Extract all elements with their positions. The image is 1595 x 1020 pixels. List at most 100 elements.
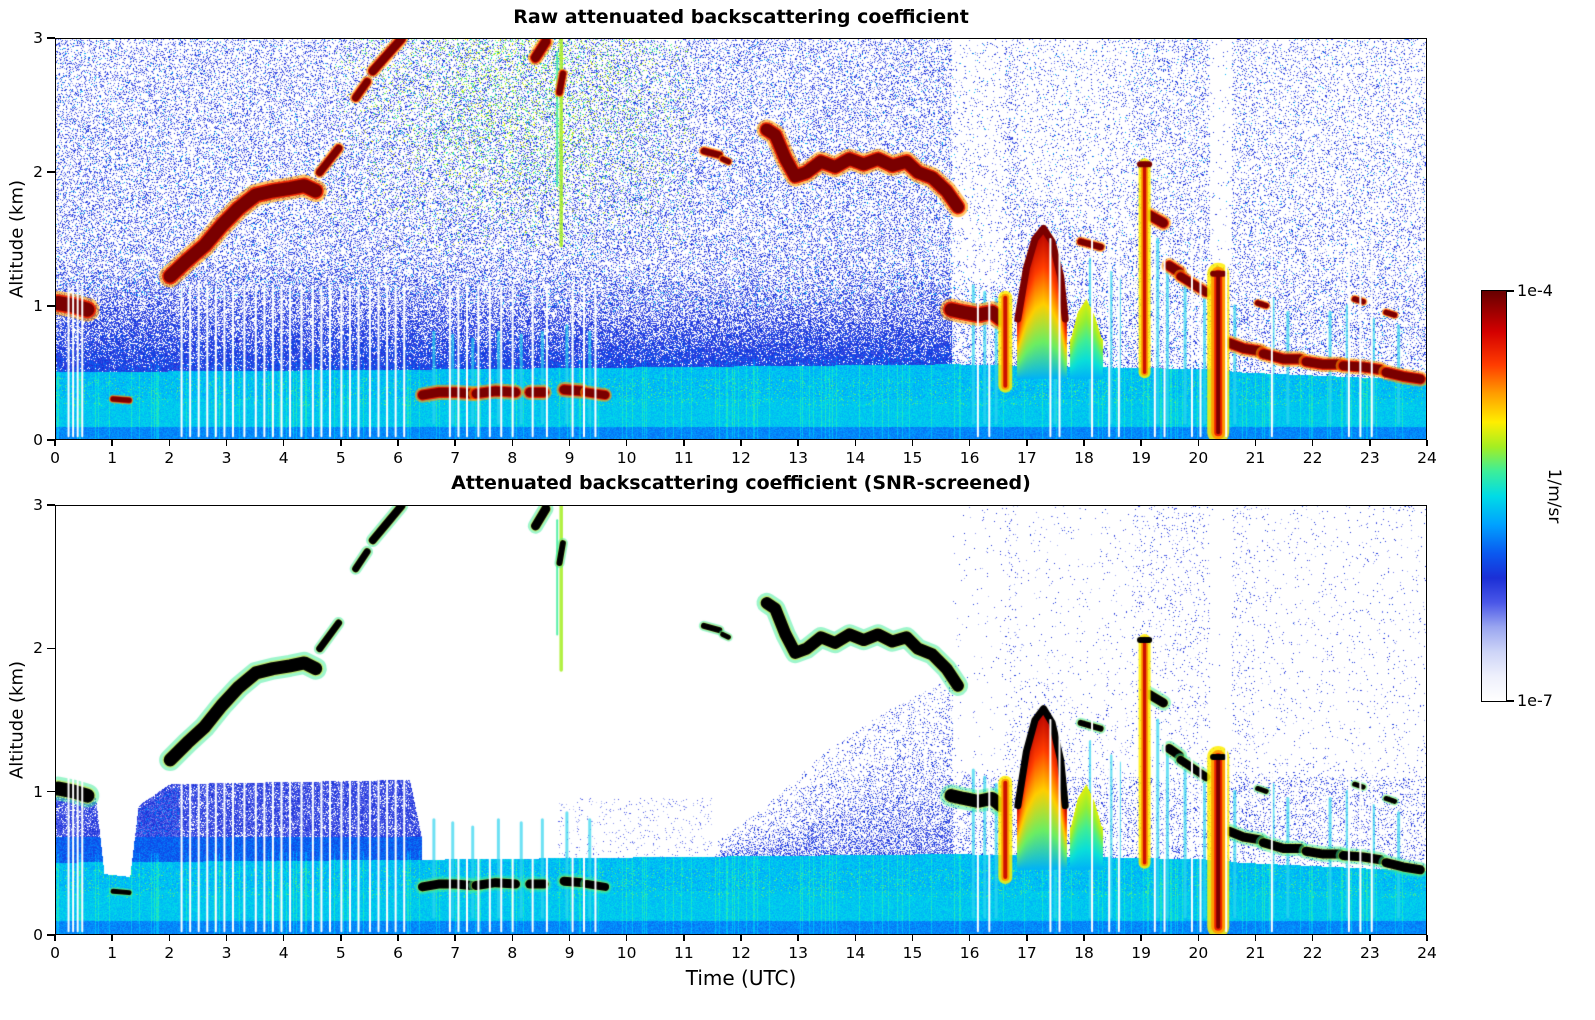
x-tick-label: 20 <box>1188 449 1209 467</box>
colorbar-tick-top <box>1507 290 1514 292</box>
y-tick <box>47 934 55 936</box>
y-tick <box>47 37 55 39</box>
y-tick-label: 2 <box>33 163 43 181</box>
x-tick-label: 4 <box>278 449 289 467</box>
x-tick <box>683 440 685 446</box>
x-tick <box>1254 440 1257 446</box>
x-tick <box>168 440 171 446</box>
y-tick <box>47 790 55 793</box>
x-tick <box>454 935 456 941</box>
x-tick-label: 20 <box>1188 944 1209 962</box>
colorbar-tick-bottom <box>1507 700 1514 702</box>
panel-screened-canvas <box>56 506 1426 934</box>
x-tick-label: 23 <box>1359 449 1380 467</box>
x-tick-label: 6 <box>393 944 403 962</box>
x-tick-label: 2 <box>164 944 175 962</box>
y-tick-label: 1 <box>33 297 43 315</box>
x-tick-label: 5 <box>335 944 346 962</box>
x-tick-label: 11 <box>673 944 694 962</box>
x-tick <box>797 440 799 446</box>
x-tick-label: 7 <box>450 944 461 962</box>
y-tick <box>47 171 55 173</box>
x-tick <box>1369 935 1371 941</box>
x-tick <box>1026 440 1028 446</box>
x-tick <box>111 440 113 446</box>
x-tick <box>625 440 628 446</box>
x-tick-label: 12 <box>731 944 751 962</box>
x-tick <box>740 440 742 446</box>
panel-screened-title: Attenuated backscattering coefficient (S… <box>451 472 1031 494</box>
x-tick <box>968 935 971 941</box>
y-tick <box>47 305 55 307</box>
colorbar-max-label: 1e-4 <box>1517 281 1553 300</box>
x-tick <box>282 935 285 941</box>
y-tick-label: 2 <box>33 639 43 658</box>
x-tick <box>111 935 113 941</box>
x-tick-label: 9 <box>564 944 575 962</box>
x-tick <box>1140 440 1142 446</box>
y-tick <box>47 439 55 441</box>
x-tick <box>54 440 56 446</box>
x-tick <box>1083 440 1085 446</box>
x-tick <box>740 935 742 941</box>
x-tick <box>1311 935 1314 941</box>
x-tick <box>1083 935 1085 941</box>
x-tick <box>1254 935 1257 941</box>
y-tick-label: 0 <box>33 926 43 944</box>
x-tick-label: 15 <box>902 449 923 467</box>
colorbar-min-label: 1e-7 <box>1517 691 1553 710</box>
x-tick-label: 3 <box>221 944 232 962</box>
x-tick-label: 15 <box>902 944 923 962</box>
x-tick-label: 19 <box>1131 449 1152 467</box>
x-tick <box>225 935 228 941</box>
x-tick <box>797 935 799 941</box>
x-tick <box>168 935 171 941</box>
x-tick-label: 3 <box>221 449 232 467</box>
x-tick-label: 14 <box>845 449 866 467</box>
x-tick-label: 18 <box>1074 944 1094 962</box>
x-tick-label: 11 <box>673 449 694 467</box>
x-tick-label: 8 <box>507 944 518 962</box>
x-tick <box>854 935 857 941</box>
colorbar-gradient <box>1481 290 1507 702</box>
x-tick-label: 19 <box>1131 944 1152 962</box>
x-tick-label: 18 <box>1074 449 1094 467</box>
y-tick-label: 0 <box>33 431 43 449</box>
x-tick <box>54 935 56 941</box>
x-tick <box>968 440 971 446</box>
x-tick <box>511 935 514 941</box>
x-tick <box>225 440 228 446</box>
x-tick-label: 23 <box>1359 944 1380 962</box>
x-tick-label: 14 <box>845 944 866 962</box>
x-tick-label: 4 <box>278 944 289 962</box>
x-axis-label: Time (UTC) <box>685 966 797 990</box>
x-tick <box>1426 935 1428 941</box>
x-tick-label: 12 <box>731 449 751 467</box>
panel-raw-canvas <box>56 39 1426 439</box>
y-tick <box>47 647 55 650</box>
panel-raw-heatmap <box>55 38 1427 440</box>
x-tick-label: 22 <box>1302 449 1323 467</box>
x-tick <box>568 440 571 446</box>
x-tick <box>1426 440 1428 446</box>
x-tick-label: 5 <box>335 449 346 467</box>
panel-screened-heatmap <box>55 505 1427 935</box>
x-tick <box>683 935 685 941</box>
x-tick <box>854 440 857 446</box>
y-tick <box>47 504 55 506</box>
panel-screened-y-axis-label: Altitude (km) <box>6 660 28 780</box>
x-tick <box>511 440 514 446</box>
x-tick-label: 16 <box>959 944 980 962</box>
x-tick <box>911 935 914 941</box>
x-tick-label: 7 <box>450 449 461 467</box>
x-tick <box>340 935 342 941</box>
x-tick-label: 21 <box>1245 944 1266 962</box>
x-tick-label: 21 <box>1245 449 1266 467</box>
x-tick-label: 2 <box>164 449 175 467</box>
x-tick <box>1140 935 1142 941</box>
y-tick-label: 3 <box>33 496 43 514</box>
panel-raw-title: Raw attenuated backscattering coefficien… <box>513 6 969 28</box>
x-tick <box>1197 935 1200 941</box>
panel-raw-y-axis-label: Altitude (km) <box>6 179 28 299</box>
